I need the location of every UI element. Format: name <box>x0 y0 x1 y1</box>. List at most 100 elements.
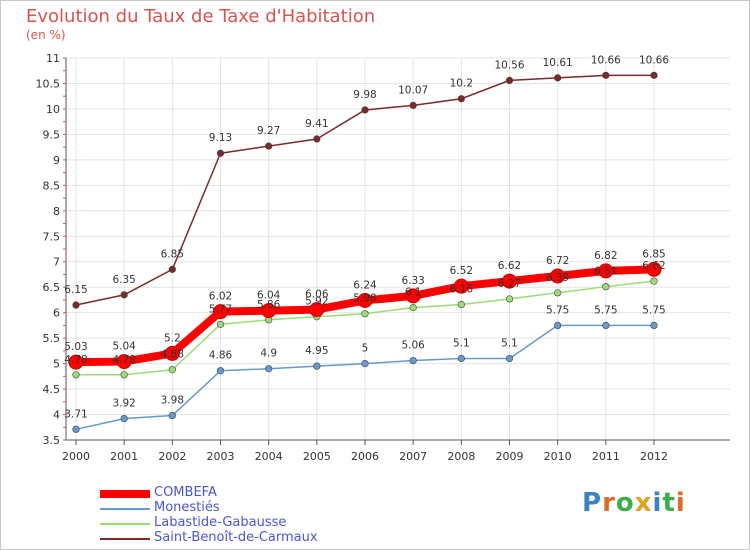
data-label: 10.2 <box>450 78 473 90</box>
y-tick-label: 7 <box>53 256 60 269</box>
data-label: 6.39 <box>546 272 569 284</box>
x-tick-label: 2012 <box>640 450 668 463</box>
data-point <box>602 71 610 79</box>
data-label: 10.66 <box>639 54 669 66</box>
data-point <box>213 304 228 320</box>
data-point <box>357 292 373 308</box>
data-label: 5.04 <box>112 341 136 353</box>
y-tick-label: 8.5 <box>43 179 61 192</box>
data-label: 4.88 <box>161 349 184 361</box>
brand-letter: P <box>582 488 603 518</box>
data-point <box>554 74 562 82</box>
data-label: 9.41 <box>305 118 328 130</box>
x-tick-label: 2002 <box>158 450 186 463</box>
data-label: 5 <box>362 343 369 355</box>
data-label: 10.07 <box>398 84 428 96</box>
chart-title: Evolution du Taux de Taxe d'Habitation <box>26 6 376 27</box>
data-label: 3.71 <box>64 408 87 420</box>
data-point <box>650 277 658 285</box>
x-tick-label: 2001 <box>110 450 138 463</box>
y-tick-label: 9 <box>53 154 60 167</box>
data-label: 6.15 <box>64 284 87 296</box>
data-label: 10.66 <box>591 54 621 66</box>
data-label: 5.77 <box>209 303 232 315</box>
data-label: 5.03 <box>64 341 87 353</box>
data-point <box>265 142 273 150</box>
x-tick-label: 2007 <box>399 450 427 463</box>
data-point <box>261 303 277 319</box>
legend-swatch <box>100 538 150 540</box>
data-label: 9.27 <box>257 125 280 137</box>
data-point <box>457 354 465 363</box>
x-tick-label: 2010 <box>544 450 572 463</box>
data-point <box>650 321 658 330</box>
data-label: 9.13 <box>209 132 232 144</box>
data-point <box>602 321 610 330</box>
x-tick-label: 2000 <box>62 450 90 463</box>
data-point <box>313 135 321 143</box>
brand-letter: o <box>615 488 635 518</box>
data-label: 6.82 <box>594 250 617 262</box>
y-tick-label: 10.5 <box>36 77 61 90</box>
y-tick-label: 3.5 <box>43 434 61 447</box>
data-point <box>309 302 325 318</box>
data-label: 3.92 <box>112 398 135 410</box>
data-point <box>457 300 465 309</box>
data-label: 6.52 <box>450 265 473 277</box>
brand-letter: r <box>602 488 616 518</box>
data-label: 5.75 <box>594 304 617 316</box>
brand-logo: Proxiti <box>582 488 686 518</box>
data-point <box>598 263 614 279</box>
data-label: 6.85 <box>161 248 184 260</box>
data-label: 6.1 <box>405 287 422 299</box>
data-point <box>168 411 176 420</box>
y-tick-label: 11 <box>46 52 60 65</box>
data-label: 6.33 <box>401 275 424 287</box>
data-label: 6.04 <box>257 290 281 302</box>
y-tick-label: 9.5 <box>43 128 61 141</box>
data-point <box>168 265 176 273</box>
brand-letter: t <box>662 488 676 518</box>
data-label: 6.27 <box>498 278 521 290</box>
data-point <box>550 268 566 284</box>
x-tick-label: 2008 <box>447 450 475 463</box>
data-point <box>502 273 517 289</box>
data-label: 6.02 <box>209 291 232 303</box>
data-label: 5.86 <box>257 299 281 311</box>
data-label: 4.95 <box>305 345 328 357</box>
data-point <box>505 354 514 363</box>
data-point <box>216 367 225 375</box>
data-point <box>164 345 180 361</box>
data-point <box>120 415 128 423</box>
data-point <box>168 366 176 374</box>
data-label: 3.98 <box>161 395 184 407</box>
data-label: 6.35 <box>112 274 135 286</box>
data-label: 4.78 <box>64 354 87 366</box>
unit-label: (en %) <box>26 28 66 42</box>
data-point <box>265 365 273 373</box>
data-label: 4.78 <box>112 354 135 366</box>
data-point <box>68 354 84 370</box>
y-tick-label: 4 <box>53 409 60 422</box>
x-tick-label: 2006 <box>351 450 379 463</box>
y-tick-label: 10 <box>46 103 60 116</box>
data-label: 6.62 <box>498 260 521 272</box>
y-tick-label: 8 <box>53 205 60 218</box>
data-point <box>72 425 80 433</box>
data-label: 5.75 <box>546 304 569 316</box>
data-point <box>361 106 369 114</box>
legend-label: Labastide-Gabausse <box>154 515 287 530</box>
data-labels: 5.03 5.045.26.02 6.04 6.066.24 6.336.52 6.62 6… <box>64 54 669 420</box>
y-tick-label: 6 <box>53 307 60 320</box>
data-label: 10.56 <box>494 59 524 71</box>
data-label: 4.9 <box>260 348 277 360</box>
data-point <box>361 360 369 368</box>
data-label: 9.98 <box>353 89 376 101</box>
data-point <box>116 354 132 370</box>
data-point <box>216 320 225 328</box>
data-label: 4.86 <box>209 350 233 362</box>
y-tick-label: 5 <box>53 358 60 371</box>
y-tick-label: 6.5 <box>43 281 61 294</box>
brand-letter: i <box>652 488 663 518</box>
